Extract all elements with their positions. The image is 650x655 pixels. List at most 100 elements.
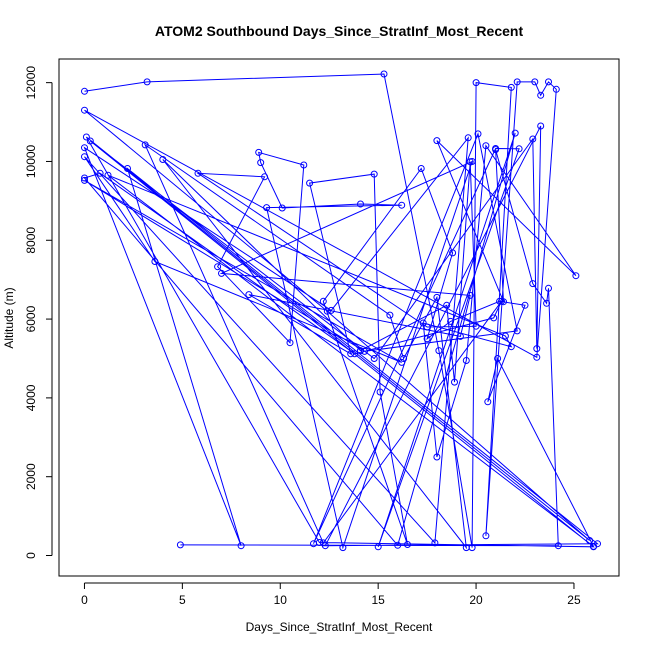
- data-point: [143, 78, 151, 86]
- data-point: [357, 347, 364, 355]
- data-point: [423, 323, 431, 331]
- data-point: [194, 169, 202, 177]
- data-point: [492, 146, 500, 154]
- data-point: [552, 85, 560, 93]
- data-point: [435, 347, 443, 355]
- data-point: [494, 355, 502, 362]
- x-axis-label: Days_Since_StratInf_Most_Recent: [246, 620, 433, 634]
- data-point: [451, 378, 458, 386]
- data-point: [361, 347, 368, 355]
- data-point: [214, 263, 222, 271]
- data-point: [545, 284, 552, 292]
- data-point: [513, 78, 521, 86]
- data-point: [81, 176, 88, 184]
- x-tick-label: 20: [469, 593, 483, 607]
- data-point: [511, 129, 519, 137]
- data-point: [572, 272, 580, 280]
- data-point: [496, 297, 504, 305]
- y-tick-label: 4000: [24, 384, 38, 411]
- x-tick-label: 5: [179, 593, 186, 607]
- data-point: [374, 543, 382, 551]
- data-point: [394, 541, 402, 549]
- data-point: [357, 200, 364, 208]
- data-point: [319, 297, 327, 305]
- data-point: [590, 542, 597, 550]
- y-tick-label: 2000: [24, 463, 38, 490]
- data-point: [81, 144, 88, 152]
- data-point: [398, 358, 406, 366]
- data-point: [380, 70, 388, 78]
- y-tick-label: 6000: [24, 305, 38, 332]
- data-point: [529, 135, 537, 143]
- data-point: [431, 539, 439, 547]
- data-point: [104, 171, 112, 179]
- y-tick-label: 10000: [24, 144, 38, 178]
- data-point: [529, 280, 537, 288]
- data-point: [218, 269, 225, 277]
- chart-title: ATOM2 Southbound Days_Since_StratInf_Mos…: [155, 23, 524, 39]
- data-point: [86, 137, 94, 145]
- data-point: [586, 537, 594, 544]
- data-point: [261, 173, 269, 181]
- data-point: [81, 153, 88, 161]
- x-tick-label: 15: [371, 593, 385, 607]
- data-point: [433, 453, 441, 461]
- data-point: [490, 314, 498, 322]
- plot-frame: [58, 58, 620, 577]
- data-point: [443, 301, 451, 309]
- data-point: [370, 170, 378, 178]
- data-point: [82, 133, 90, 141]
- data-point: [433, 293, 441, 301]
- data-point: [474, 130, 482, 138]
- data-point: [339, 544, 347, 552]
- data-point: [151, 258, 159, 265]
- data-point: [507, 343, 515, 351]
- data-point: [545, 78, 552, 86]
- data-point: [433, 137, 441, 145]
- data-point: [501, 332, 509, 340]
- data-point: [423, 335, 431, 343]
- data-point: [310, 540, 317, 548]
- y-tick-label: 8000: [24, 227, 38, 254]
- data-point: [306, 179, 314, 187]
- x-tick-label: 10: [274, 593, 288, 607]
- data-point: [176, 541, 184, 549]
- data-point: [347, 350, 355, 358]
- x-tick-label: 0: [81, 593, 88, 607]
- data-point: [278, 204, 286, 212]
- data-point: [319, 539, 327, 547]
- data-point: [263, 204, 271, 212]
- data-point: [543, 299, 551, 307]
- y-tick-label: 12000: [24, 66, 38, 100]
- data-point: [404, 541, 411, 548]
- data-point: [472, 79, 480, 87]
- data-point: [533, 345, 541, 353]
- series-line: [83, 73, 599, 550]
- y-tick-label: 0: [24, 552, 38, 559]
- data-point: [417, 165, 425, 172]
- data-point: [376, 388, 384, 396]
- data-point: [533, 353, 541, 361]
- data-point: [554, 542, 562, 550]
- data-point: [507, 83, 515, 91]
- y-axis: 0 2000 4000 6000 8000 10000 12000: [24, 66, 53, 559]
- x-axis: 0 5 10 15 20 25: [81, 582, 581, 607]
- data-point: [515, 145, 523, 153]
- data-point: [351, 350, 359, 358]
- data-point: [468, 158, 476, 165]
- data-point: [255, 148, 263, 156]
- data-point: [141, 141, 149, 149]
- data-point: [482, 532, 490, 540]
- data-point: [513, 327, 521, 335]
- data-point: [456, 332, 464, 340]
- data-point: [300, 161, 308, 169]
- data-point: [398, 201, 406, 209]
- data-point: [472, 322, 480, 330]
- data-point: [81, 106, 88, 114]
- data-point: [449, 249, 457, 257]
- data-point: [323, 307, 331, 315]
- data-point: [96, 169, 104, 177]
- data-point: [531, 78, 539, 86]
